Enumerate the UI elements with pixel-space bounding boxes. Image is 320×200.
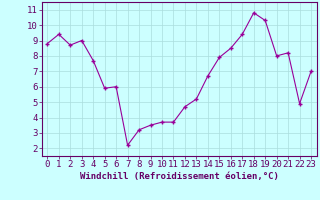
X-axis label: Windchill (Refroidissement éolien,°C): Windchill (Refroidissement éolien,°C) [80,172,279,181]
